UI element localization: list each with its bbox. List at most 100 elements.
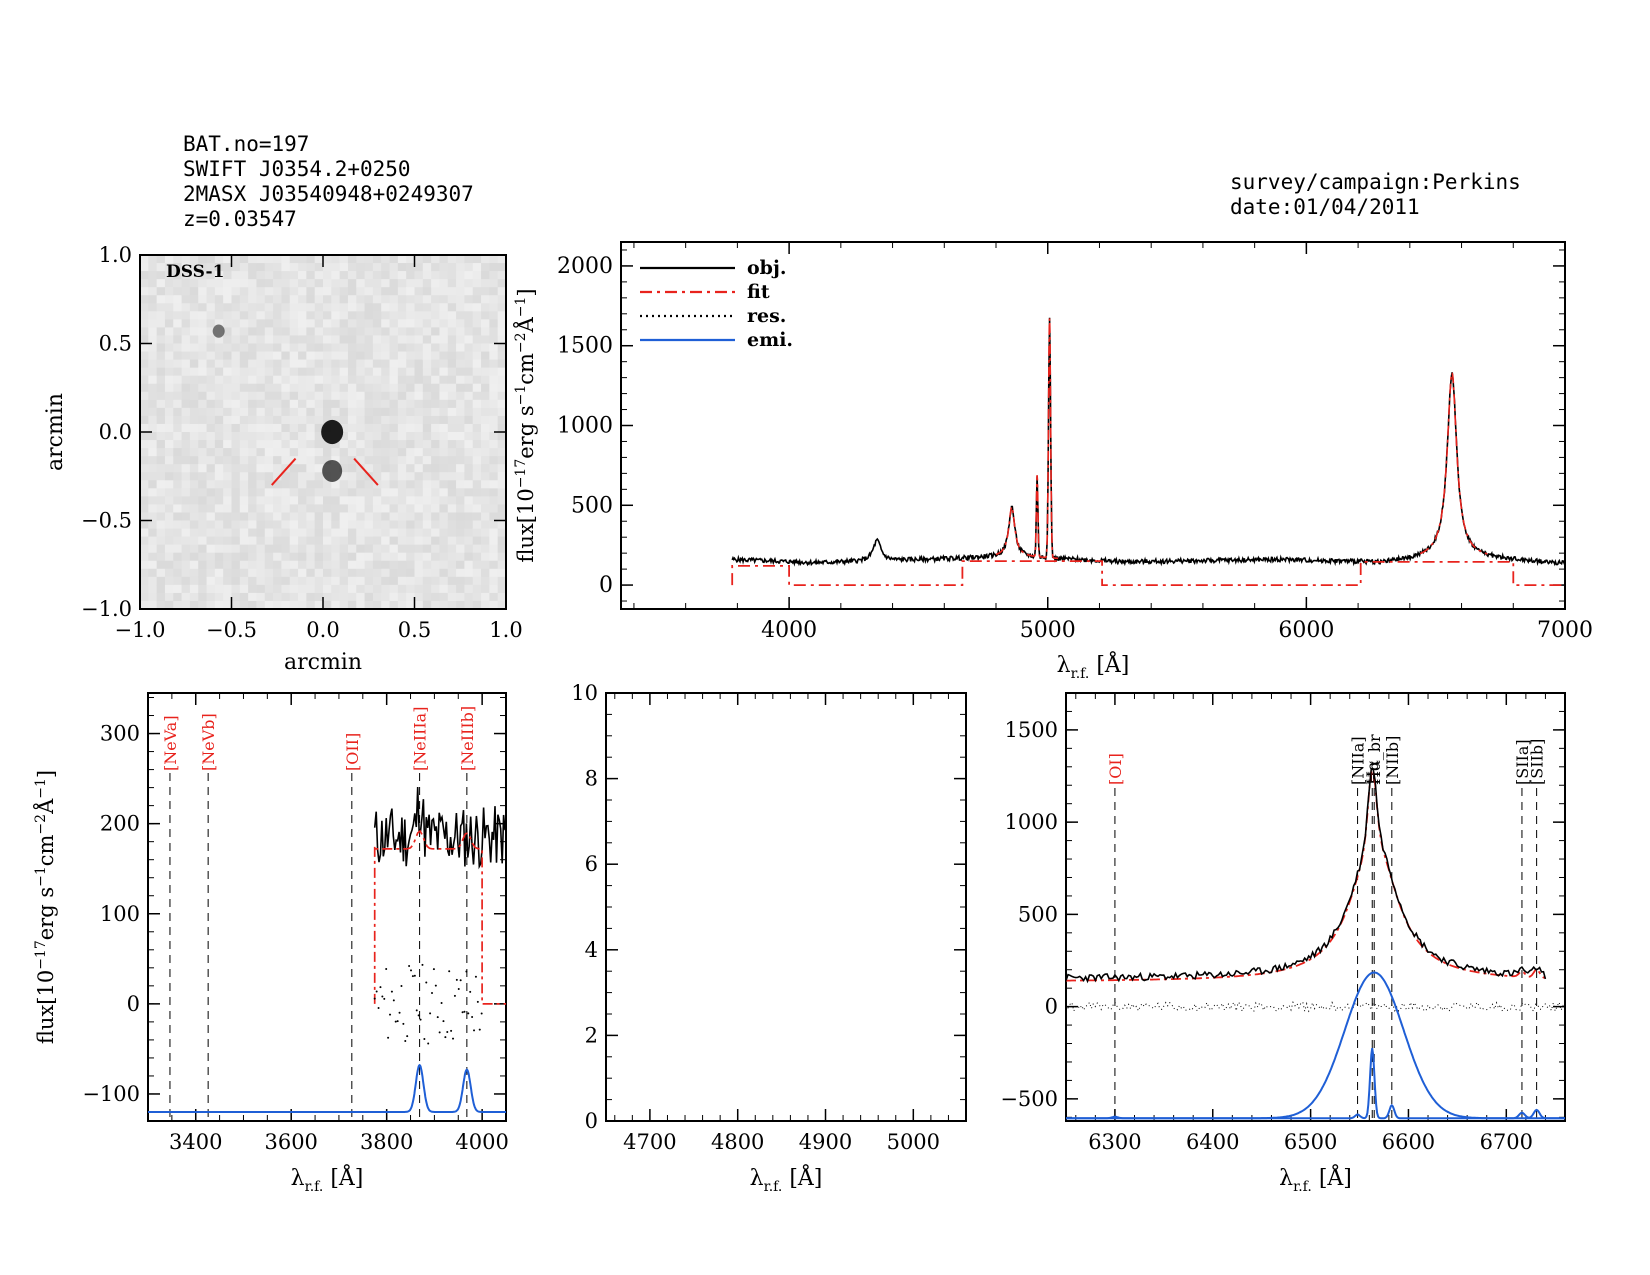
image-pixel xyxy=(422,576,432,586)
image-pixel xyxy=(356,295,366,304)
image-pixel xyxy=(323,255,332,264)
image-pixel xyxy=(489,271,499,280)
image-pixel xyxy=(439,432,449,441)
image-pixel xyxy=(481,375,490,385)
image-pixel xyxy=(264,560,274,570)
image-pixel xyxy=(206,383,216,393)
image-pixel xyxy=(223,343,232,353)
image-pixel xyxy=(456,423,465,433)
image-pixel xyxy=(148,311,158,320)
image-pixel xyxy=(447,327,457,336)
image-pixel xyxy=(389,367,399,377)
image-pixel xyxy=(298,279,307,288)
image-pixel xyxy=(189,512,199,521)
image-pixel xyxy=(472,544,482,554)
x-tick-label: 5000 xyxy=(887,1130,940,1154)
image-pixel xyxy=(314,367,324,377)
image-pixel xyxy=(381,432,391,441)
image-pixel xyxy=(206,544,216,554)
image-pixel xyxy=(264,415,274,425)
image-pixel xyxy=(181,512,191,521)
image-pixel xyxy=(214,464,224,473)
image-pixel xyxy=(431,263,440,272)
image-pixel xyxy=(372,359,382,369)
image-pixel xyxy=(264,432,274,441)
image-pixel xyxy=(331,456,341,465)
image-pixel xyxy=(298,319,307,328)
image-pixel xyxy=(372,432,382,441)
image-pixel xyxy=(414,367,424,377)
image-pixel xyxy=(173,415,183,425)
image-pixel xyxy=(447,592,457,602)
image-pixel xyxy=(431,295,440,304)
image-pixel xyxy=(298,432,307,441)
image-pixel xyxy=(397,576,407,586)
image-pixel xyxy=(206,407,216,417)
image-pixel xyxy=(223,399,232,409)
image-pixel xyxy=(164,327,174,336)
image-pixel xyxy=(406,488,415,497)
image-pixel xyxy=(298,327,307,336)
image-pixel xyxy=(381,407,391,417)
image-pixel xyxy=(239,456,249,465)
image-pixel xyxy=(298,576,307,586)
residual-point xyxy=(432,968,435,971)
image-pixel xyxy=(140,448,149,457)
image-pixel xyxy=(323,496,332,505)
image-pixel xyxy=(281,407,291,417)
image-pixel xyxy=(372,407,382,417)
image-pixel xyxy=(206,536,216,546)
image-pixel xyxy=(397,255,407,264)
image-pixel xyxy=(281,343,291,353)
image-pixel xyxy=(339,568,349,578)
image-pixel xyxy=(256,335,266,344)
image-pixel xyxy=(281,255,291,264)
image-pixel xyxy=(323,327,332,336)
image-pixel xyxy=(439,287,449,296)
image-pixel xyxy=(256,383,266,393)
image-pixel xyxy=(206,279,216,288)
image-pixel xyxy=(347,584,357,594)
image-pixel xyxy=(381,391,391,401)
image-pixel xyxy=(339,512,349,521)
residual-point xyxy=(419,1018,422,1021)
image-pixel xyxy=(140,472,149,481)
image-pixel xyxy=(481,520,490,530)
image-pixel xyxy=(181,584,191,594)
image-pixel xyxy=(256,552,266,562)
image-pixel xyxy=(323,359,332,369)
image-pixel xyxy=(356,512,366,521)
image-pixel xyxy=(456,576,465,586)
image-pixel xyxy=(447,536,457,546)
image-pixel xyxy=(372,512,382,521)
image-source xyxy=(322,459,343,482)
image-pixel xyxy=(231,544,241,554)
image-pixel xyxy=(148,327,158,336)
residual-point xyxy=(385,967,388,970)
image-pixel xyxy=(381,520,391,530)
image-pixel xyxy=(422,383,432,393)
image-pixel xyxy=(173,576,183,586)
image-pixel xyxy=(239,512,249,521)
image-pixel xyxy=(472,488,482,497)
swift-name: SWIFT J0354.2+0250 xyxy=(183,157,411,181)
image-pixel xyxy=(223,520,232,530)
image-pixel xyxy=(298,520,307,530)
image-pixel xyxy=(323,279,332,288)
image-pixel xyxy=(264,536,274,546)
image-pixel xyxy=(181,311,191,320)
image-pixel xyxy=(298,528,307,538)
image-pixel xyxy=(231,560,241,570)
image-pixel xyxy=(289,423,299,433)
image-pixel xyxy=(173,399,183,409)
image-pixel xyxy=(273,263,282,272)
image-pixel xyxy=(248,255,257,264)
image-pixel xyxy=(256,351,266,361)
image-pixel xyxy=(497,407,507,417)
image-pixel xyxy=(347,576,357,586)
image-pixel xyxy=(248,423,257,433)
image-pixel xyxy=(156,399,166,409)
image-pixel xyxy=(414,576,424,586)
y-tick-label: 0 xyxy=(585,1109,598,1133)
image-pixel xyxy=(422,520,432,530)
